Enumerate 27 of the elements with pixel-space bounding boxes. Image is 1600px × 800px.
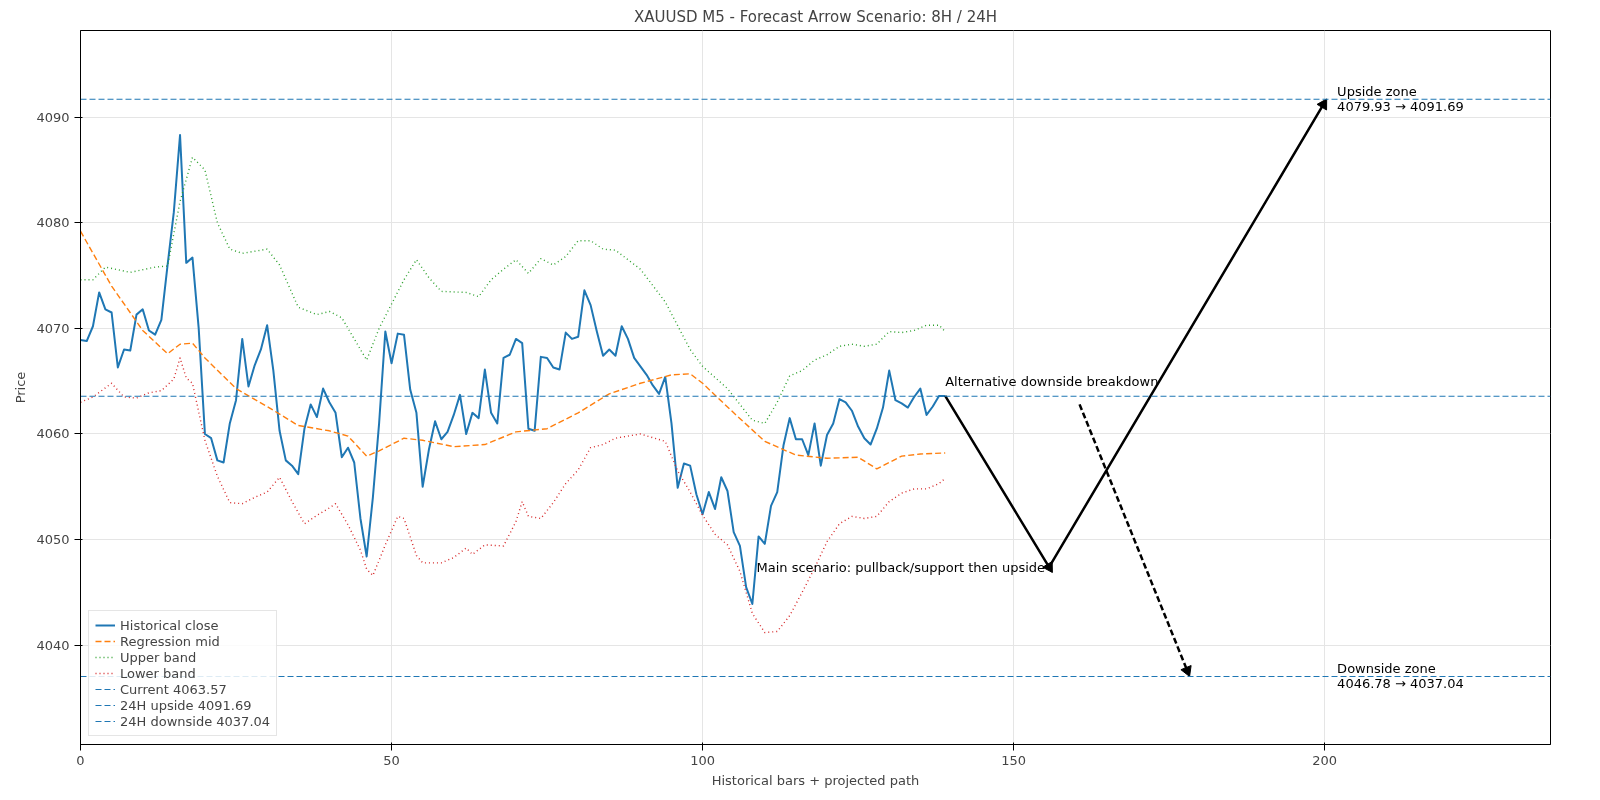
x-tick-label: 200 <box>1312 752 1338 768</box>
y-tick-label: 4090 <box>36 109 70 125</box>
x-axis-title: Historical bars + projected path <box>711 772 920 788</box>
y-axis-title: Price <box>13 371 29 404</box>
legend-label: 24H upside 4091.69 <box>120 697 252 713</box>
x-tick-label: 50 <box>383 752 400 768</box>
y-tick-label: 4040 <box>36 637 70 653</box>
legend-label: Current 4063.57 <box>120 681 227 697</box>
y-tick-label: 4060 <box>36 426 70 442</box>
annotation: Main scenario: pullback/support then upside <box>756 559 1046 575</box>
annotation: Alternative downside breakdown <box>945 373 1159 389</box>
x-tick-label: 100 <box>690 752 716 768</box>
annotation: Downside zone 4046.78 → 4037.04 <box>1337 661 1464 692</box>
chart-title: XAUUSD M5 - Forecast Arrow Scenario: 8H / 24H <box>633 7 998 26</box>
legend-label: Historical close <box>120 617 219 633</box>
line-series <box>80 230 946 470</box>
legend-label: Regression mid <box>120 633 220 649</box>
annotation: Upside zone 4079.93 → 4091.69 <box>1337 84 1464 115</box>
legend-label: Lower band <box>120 665 196 681</box>
legend-label: Upper band <box>120 649 197 665</box>
line-series <box>80 156 946 425</box>
legend-label: 24H downside 4037.04 <box>120 713 271 729</box>
y-tick-label: 4080 <box>36 215 70 231</box>
y-tick-label: 4050 <box>36 532 70 548</box>
x-tick-label: 150 <box>1001 752 1027 768</box>
y-tick-label: 4070 <box>36 320 70 336</box>
x-tick-label: 0 <box>76 752 85 768</box>
